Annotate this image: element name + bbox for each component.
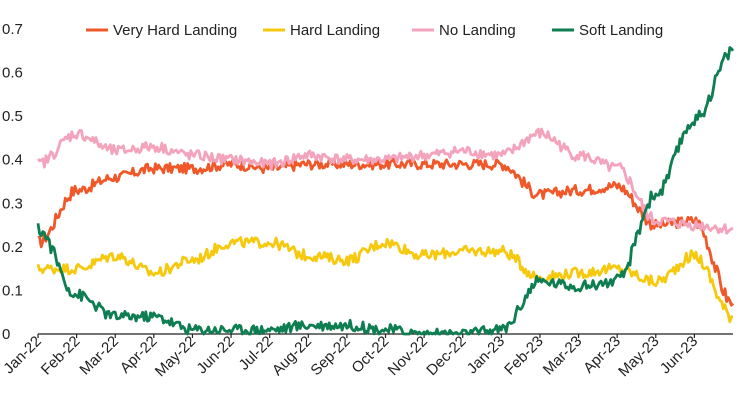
x-tick-label: Dec-22 [423, 333, 469, 379]
x-tick-label: Aug-22 [269, 333, 315, 379]
series-line-very-hard-landing [37, 157, 735, 307]
y-tick-label: 0.6 [2, 65, 23, 82]
y-tick-label: 0.4 [2, 152, 23, 169]
x-tick-label: May-23 [615, 333, 662, 380]
series-line-hard-landing [36, 236, 734, 324]
x-axis: Jan-22Feb-22Mar-22Apr-22May-22Jun-22Jul-… [0, 333, 733, 380]
y-tick-label: 0 [2, 326, 10, 343]
x-tick-label: Sep-22 [307, 333, 353, 379]
series-line-no-landing [36, 127, 734, 235]
y-tick-label: 0.7 [2, 21, 23, 38]
x-tick-label: Jun-23 [657, 333, 701, 377]
x-tick-label: Oct-22 [348, 333, 392, 377]
x-tick-label: Jun-22 [193, 333, 237, 377]
legend-label: Hard Landing [290, 22, 380, 39]
legend-label: Soft Landing [579, 22, 663, 39]
x-tick-label: Feb-22 [38, 333, 84, 379]
plot-area [36, 46, 735, 336]
legend-label: No Landing [439, 22, 516, 39]
y-tick-label: 0.3 [2, 195, 23, 212]
x-tick-label: May-22 [152, 333, 199, 380]
x-tick-label: Feb-23 [501, 333, 547, 379]
legend: Very Hard Landing Hard Landing No Landing S… [86, 22, 663, 39]
x-tick-label: Nov-22 [385, 333, 431, 379]
series-line-soft-landing [36, 46, 735, 336]
x-tick-label: Mar-23 [540, 333, 586, 379]
y-tick-label: 0.5 [2, 108, 23, 125]
x-tick-label: Mar-22 [76, 333, 122, 379]
x-tick-label: Jan-23 [464, 333, 508, 377]
legend-label: Very Hard Landing [113, 22, 237, 39]
y-axis: 0 0.1 0.2 0.3 0.4 0.5 0.6 0.7 [2, 21, 23, 343]
y-tick-label: 0.2 [2, 239, 23, 256]
y-tick-label: 0.1 [2, 282, 23, 299]
